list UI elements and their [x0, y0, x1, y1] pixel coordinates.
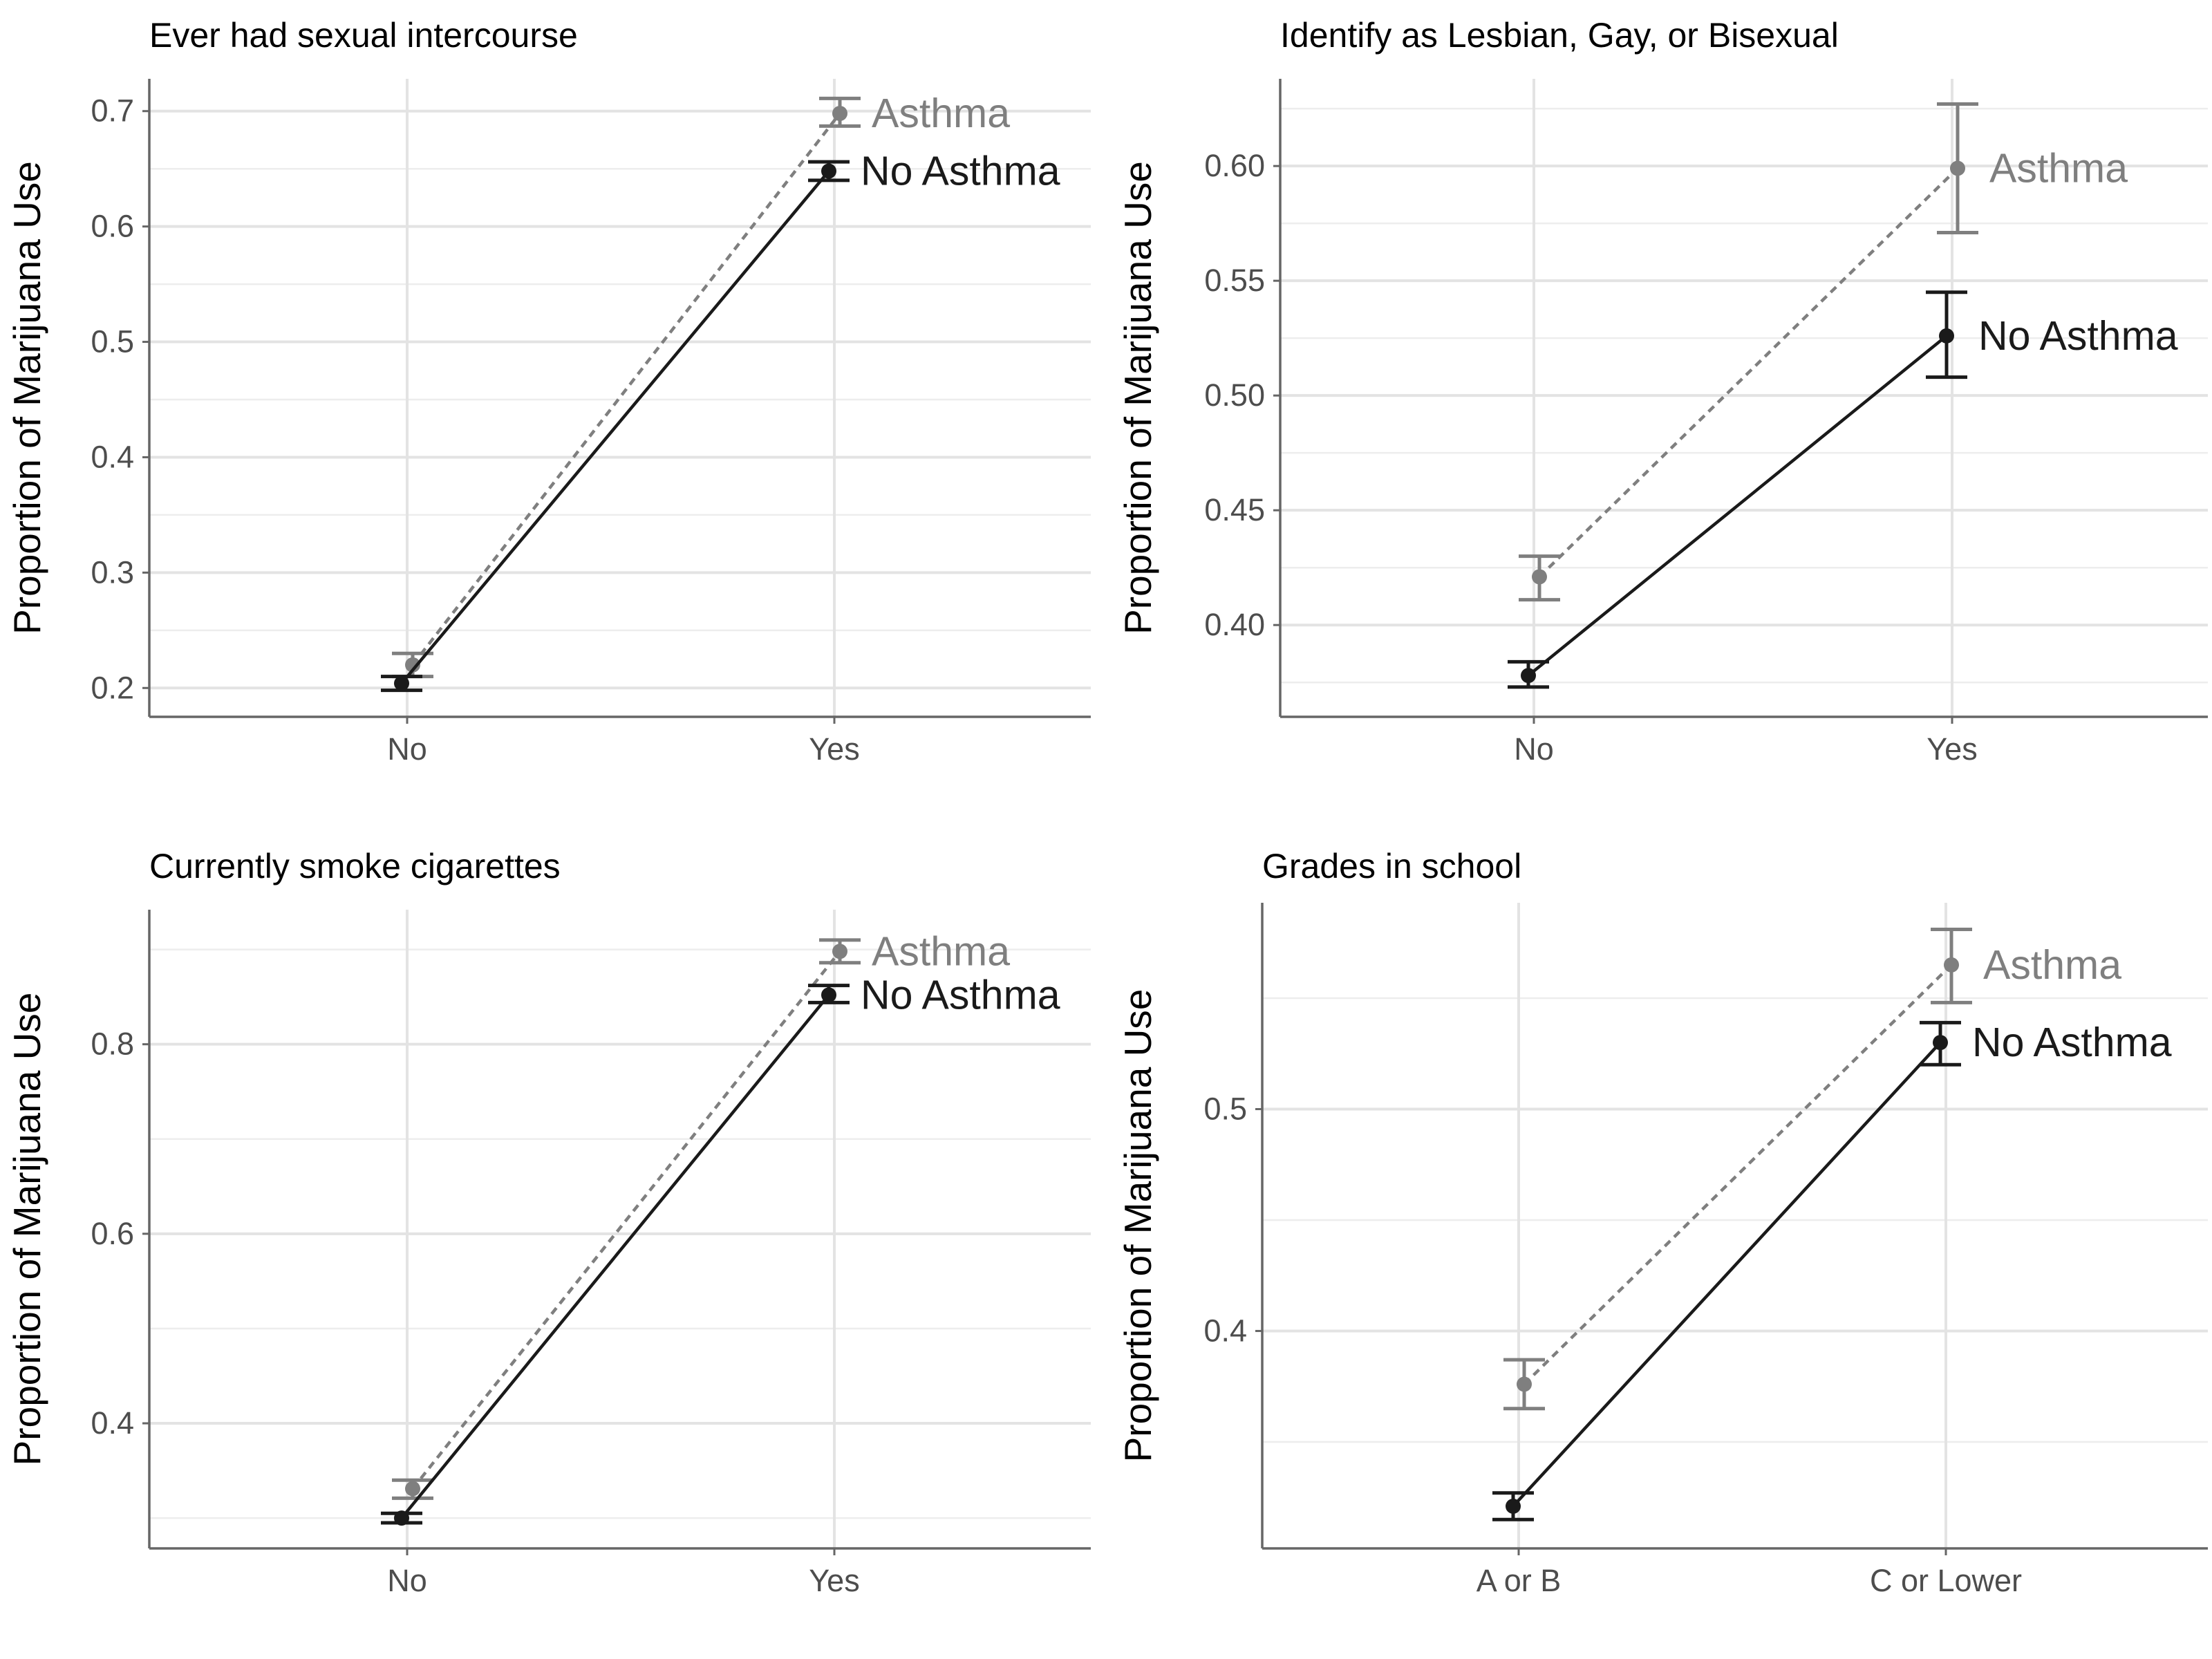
- data-point: [1933, 1035, 1948, 1051]
- y-axis-title: Proportion of Marijuana Use: [1116, 989, 1159, 1463]
- y-axis-title: Proportion of Marijuana Use: [6, 161, 48, 635]
- data-point: [1506, 1499, 1521, 1515]
- series-line: [400, 993, 830, 1519]
- x-tick-label: No: [1514, 731, 1554, 767]
- data-point: [821, 987, 836, 1003]
- y-tick-label: 0.4: [1203, 1313, 1247, 1348]
- series-label: Asthma: [1983, 942, 2121, 988]
- data-point: [1521, 668, 1536, 684]
- y-tick-label: 0.6: [91, 1216, 134, 1251]
- series-line: [1538, 167, 1959, 579]
- chart-panel-1: 0.2 0.3 0.4 0.5 0.6 0.7 No Yes Ever had sexual i…: [6, 16, 1091, 767]
- data-point: [405, 657, 420, 673]
- panel-title: Grades in school: [1262, 847, 1521, 885]
- data-point: [832, 106, 847, 122]
- y-tick-label: 0.7: [91, 93, 134, 129]
- series-label: No Asthma: [1978, 313, 2178, 359]
- series-line: [411, 950, 841, 1490]
- series-asthma: Asthma: [392, 928, 1010, 1500]
- grid: [1262, 903, 2208, 1548]
- panel-title: Identify as Lesbian, Gay, or Bisexual: [1280, 16, 1839, 55]
- data-point: [1939, 328, 1954, 344]
- series-asthma: Asthma: [1503, 928, 2121, 1411]
- chart-panel-3: 0.4 0.6 0.8 No Yes Currently smoke cigarettes…: [6, 847, 1091, 1598]
- series-no-asthma: No Asthma: [381, 972, 1060, 1526]
- y-tick-label: 0.3: [91, 554, 134, 590]
- data-point: [1944, 957, 1959, 973]
- y-tick-label: 0.50: [1204, 377, 1265, 413]
- y-tick-label: 0.4: [91, 1405, 134, 1441]
- x-tick-label: Yes: [1927, 731, 1977, 767]
- series-line: [1527, 335, 1948, 677]
- data-point: [832, 944, 847, 959]
- grid: [1280, 79, 2208, 717]
- series-label: No Asthma: [1972, 1020, 2172, 1065]
- y-tick-label: 0.5: [1203, 1091, 1247, 1126]
- series-no-asthma: No Asthma: [1492, 1020, 2172, 1521]
- x-tick-label: Yes: [809, 1563, 859, 1598]
- grid: [149, 910, 1091, 1548]
- y-axis-title: Proportion of Marijuana Use: [1116, 161, 1159, 635]
- y-tick-label: 0.5: [91, 324, 134, 359]
- series-label: Asthma: [872, 928, 1010, 974]
- series-line: [400, 170, 830, 685]
- x-tick-label: A or B: [1477, 1563, 1562, 1598]
- series-label: No Asthma: [861, 972, 1060, 1018]
- series-line: [411, 112, 841, 666]
- chart-panel-2: 0.40 0.45 0.50 0.55 0.60 No Yes Identify as Les…: [1116, 16, 2208, 767]
- x-tick-label: Yes: [809, 731, 859, 767]
- series-asthma: Asthma: [392, 91, 1010, 679]
- panel-title: Ever had sexual intercourse: [149, 16, 578, 55]
- series-label: Asthma: [872, 91, 1010, 136]
- y-tick-label: 0.6: [91, 209, 134, 244]
- series-no-asthma: No Asthma: [381, 149, 1060, 693]
- series-line: [1512, 1041, 1942, 1508]
- data-point: [1950, 160, 1965, 176]
- data-point: [394, 675, 409, 691]
- x-tick-label: No: [387, 731, 427, 767]
- series-label: No Asthma: [861, 149, 1060, 194]
- y-tick-label: 0.40: [1204, 607, 1265, 642]
- y-tick-label: 0.4: [91, 439, 134, 474]
- y-tick-label: 0.8: [91, 1027, 134, 1062]
- series-label: Asthma: [1989, 145, 2128, 191]
- chart-panel-4: 0.4 0.5 A or B C or Lower Grades in school Pr…: [1116, 847, 2208, 1598]
- y-tick-label: 0.55: [1204, 263, 1265, 298]
- y-tick-label: 0.2: [91, 670, 134, 705]
- x-tick-label: C or Lower: [1870, 1563, 2022, 1598]
- data-point: [1532, 569, 1547, 585]
- y-tick-label: 0.60: [1204, 148, 1265, 183]
- series-asthma: Asthma: [1519, 102, 2128, 602]
- grid: [149, 79, 1091, 717]
- y-tick-label: 0.45: [1204, 492, 1265, 527]
- x-tick-label: No: [387, 1563, 427, 1598]
- data-point: [405, 1481, 420, 1497]
- series-no-asthma: No Asthma: [1508, 290, 2178, 689]
- y-axis-title: Proportion of Marijuana Use: [6, 993, 48, 1466]
- panel-title: Currently smoke cigarettes: [149, 847, 561, 885]
- data-point: [1517, 1376, 1532, 1392]
- data-point: [394, 1510, 409, 1526]
- data-point: [821, 163, 836, 179]
